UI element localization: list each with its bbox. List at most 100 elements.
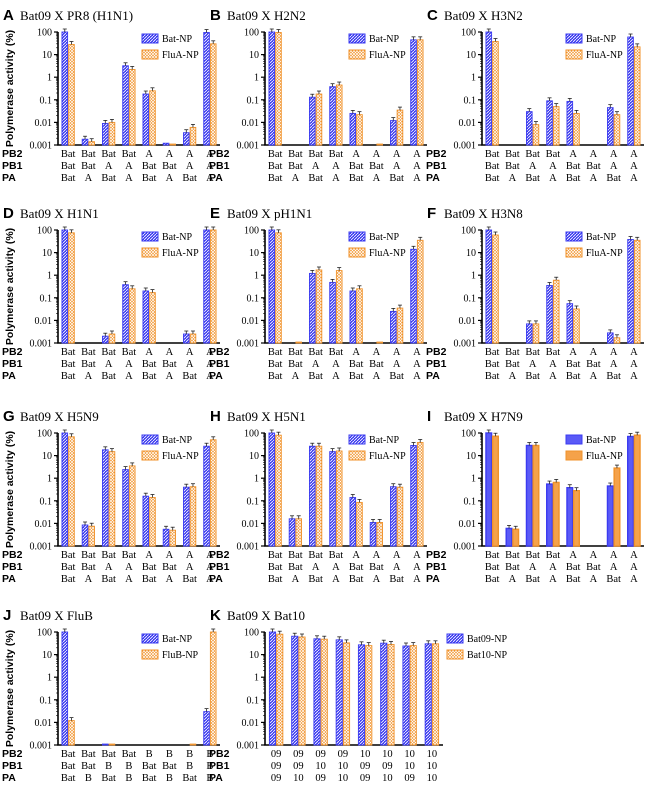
y-tick-label: 100 (37, 429, 52, 440)
category-cell: A (373, 574, 381, 585)
bar-bat-np (101, 743, 109, 746)
category-cell: A (393, 550, 401, 561)
bar-flub-np (189, 743, 197, 746)
category-cell: 09 (315, 773, 326, 784)
category-cell: Bat (389, 371, 404, 382)
category-cell: Bat (101, 173, 116, 184)
y-tick-label: 10 (42, 451, 52, 462)
bar-bat-np (390, 120, 397, 146)
bar-flua-np (552, 279, 560, 344)
category-cell: Bat (182, 173, 197, 184)
category-cell: Bat (329, 149, 344, 160)
bar-flua-np (108, 333, 116, 344)
category-cell: Bat (101, 574, 116, 585)
category-cell: A (590, 347, 598, 358)
bar-bat-np (349, 290, 357, 344)
bar-bat10-np (409, 645, 417, 746)
category-cell: Bat (288, 149, 303, 160)
bar-flua-np (396, 486, 404, 547)
category-cell: A (145, 550, 153, 561)
category-cell: A (85, 371, 93, 382)
category-cell: 10 (338, 773, 349, 784)
legend-swatch (141, 33, 159, 44)
panel-title: Bat09 X H2N2 (227, 8, 306, 23)
panel-j: J Bat09 X FluB 100 10 1 0.1 0.01 0.001 Bat-NP Flu… (2, 607, 220, 784)
bar-flua-np (376, 522, 384, 547)
category-cell: A (610, 562, 618, 573)
bar-flua-np (189, 333, 197, 344)
category-cell: Bat (308, 574, 323, 585)
bar-flua-np (295, 341, 303, 344)
category-cell: 09 (271, 761, 282, 772)
y-tick-label: 0.001 (237, 542, 260, 553)
category-cell: A (529, 562, 537, 573)
category-cell: B (186, 761, 193, 772)
legend-swatch (565, 247, 583, 258)
category-cell: Bat (288, 347, 303, 358)
category-cell: Bat (81, 347, 96, 358)
category-cell: Bat (81, 550, 96, 561)
bar-bat09-np (424, 643, 432, 746)
y-tick-label: 0.001 (237, 141, 260, 152)
y-tick-label: 10 (466, 451, 476, 462)
category-cell: Bat (142, 562, 157, 573)
category-cell: Bat (61, 749, 76, 760)
category-cell: Bat (349, 562, 364, 573)
category-cell: A (413, 347, 421, 358)
legend-label: Bat-NP (586, 232, 616, 243)
category-cell: Bat (122, 347, 137, 358)
bar-bat-np (61, 631, 69, 746)
legend-label: Bat-NP (586, 435, 616, 446)
category-cell: A (413, 550, 421, 561)
category-cell: 10 (404, 749, 415, 760)
category-cell: Bat (101, 773, 116, 784)
category-cell: 09 (293, 749, 304, 760)
y-axis-label: Polymerase activity (%) (4, 30, 16, 147)
y-tick-label: 1 (471, 271, 476, 282)
category-cell: Bat (525, 550, 540, 561)
panel-i: I Bat09 X H7N9 100 10 1 0.1 0.01 0.001 Bat-NP Flu… (426, 408, 644, 585)
bar-bat-np (142, 495, 150, 547)
category-cell: A (166, 149, 174, 160)
bar-flua-np (68, 436, 75, 547)
category-cell: Bat (101, 749, 116, 760)
legend-swatch (348, 434, 366, 445)
legend-label: FluB-NP (162, 650, 199, 661)
bar-flua-np (275, 232, 282, 344)
category-cell: A (529, 161, 537, 172)
bar-bat09-np (335, 639, 343, 746)
category-cell: B (105, 761, 112, 772)
category-cell: A (509, 371, 517, 382)
bar-flua-np (613, 114, 621, 146)
bar-bat-np (410, 248, 417, 344)
bar-bat-np (566, 100, 574, 146)
category-cell: Bat (61, 562, 76, 573)
y-tick-label: 0.001 (30, 339, 53, 350)
row-label-pa: PA (426, 370, 440, 382)
y-tick-label: 0.001 (237, 339, 260, 350)
category-cell: Bat (288, 562, 303, 573)
category-cell: 10 (315, 761, 326, 772)
category-cell: Bat (505, 149, 520, 160)
y-tick-label: 0.001 (454, 141, 477, 152)
category-cell: Bat (505, 359, 520, 370)
category-cell: A (186, 550, 194, 561)
legend-label: FluA-NP (162, 50, 199, 61)
y-tick-label: 10 (249, 650, 259, 661)
bar-bat-np (183, 132, 190, 146)
row-label-pb2: PB2 (2, 346, 23, 358)
category-cell: Bat (586, 562, 601, 573)
row-label-pb2: PB2 (2, 748, 23, 760)
category-cell: B (186, 749, 193, 760)
legend-swatch (348, 247, 366, 258)
y-tick-label: 100 (37, 28, 52, 39)
legend-swatch (446, 633, 464, 644)
category-cell: Bat (268, 562, 283, 573)
bar-bat-np (268, 229, 276, 344)
legend-label: Bat09-NP (467, 634, 507, 645)
bar-flua-np (189, 126, 197, 146)
bar-flua-np (108, 121, 116, 146)
category-cell: A (630, 161, 638, 172)
category-cell: Bat (142, 161, 157, 172)
category-cell: Bat (81, 562, 96, 573)
